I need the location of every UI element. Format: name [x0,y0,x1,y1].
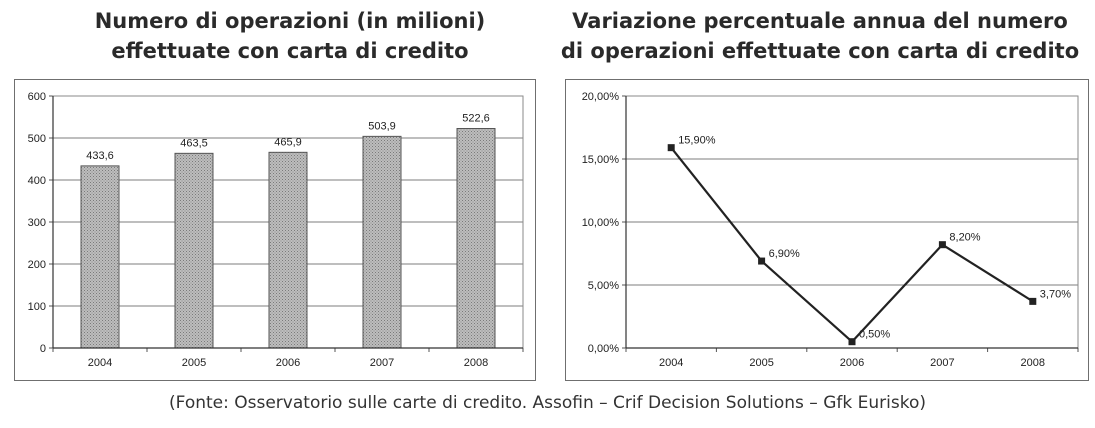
line-chart-data-label: 0,50% [859,329,890,341]
bar-chart-y-tick-label: 200 [28,259,46,271]
bar-chart-panel: 0 100 200 300 400 500 600 433,6 2004 463,5 2005 465… [14,79,536,381]
bar-chart-y-tick-label: 600 [28,91,46,103]
line-chart-x-tick-label: 2005 [749,357,773,369]
left-chart-title-line-1: Numero di operazioni (in milioni) [94,9,486,33]
line-chart-y-tick-label: 10,00% [582,217,620,229]
bar-chart-x-tick-label: 2004 [88,357,112,369]
bar-chart-x-tick-label: 2006 [276,357,300,369]
bar-chart-bar [174,152,214,349]
source-caption: (Fonte: Osservatorio sulle carte di cred… [169,393,926,413]
line-chart-y-tick-label: 15,00% [582,154,620,166]
line-chart: 0,00% 5,00% 10,00% 15,00% 20,00% 15,90% 2004 6,… [582,91,1079,369]
bar-chart-data-label: 433,6 [86,150,114,162]
bar-chart-data-label: 463,5 [180,137,208,149]
line-chart-y-tick-label: 0,00% [588,343,619,355]
right-chart-title: Variazione percentuale annua del numero … [560,6,1080,66]
line-chart-marker [667,144,675,152]
line-chart-y-tick-label: 20,00% [582,91,620,103]
line-chart-data-label: 8,20% [949,232,980,244]
line-chart-y-tick-label: 5,00% [588,280,619,292]
line-chart-series-line [670,146,1034,343]
line-chart-x-tick-label: 2007 [930,357,954,369]
bar-chart-y-tick-label: 300 [28,217,46,229]
line-chart-marker [758,257,766,265]
right-chart-title-line-1: Variazione percentuale annua del numero [572,9,1068,33]
bar-chart-data-label: 465,9 [274,136,302,148]
bar-chart-bar [268,151,308,349]
bar-chart-x-tick-label: 2007 [370,357,394,369]
line-chart-data-label: 3,70% [1040,288,1071,300]
bar-chart-data-label: 503,9 [368,120,396,132]
bar-chart: 0 100 200 300 400 500 600 433,6 2004 463,5 2005 465… [28,91,524,369]
line-chart-data-label: 6,90% [769,248,800,260]
line-chart-x-tick-label: 2006 [840,357,864,369]
left-chart-title: Numero di operazioni (in milioni) effett… [30,6,550,66]
line-chart-data-label: 15,90% [678,135,716,147]
bar-chart-bar [362,135,402,349]
bar-chart-x-tick-label: 2005 [182,357,206,369]
line-chart-x-tick-label: 2008 [1021,357,1045,369]
bar-chart-y-tick-label: 100 [28,301,46,313]
left-chart-title-line-2: effettuate con carta di credito [111,39,469,63]
right-chart-title-line-2: di operazioni effettuate con carta di cr… [560,39,1080,63]
bar-chart-bar [80,165,120,349]
bar-chart-y-tick-label: 400 [28,175,46,187]
bar-chart-data-label: 522,6 [462,113,490,125]
line-chart-marker [938,241,946,249]
bar-chart-y-tick-label: 500 [28,133,46,145]
line-chart-marker [848,338,856,346]
line-chart-x-tick-label: 2004 [659,357,683,369]
bar-chart-y-tick-label: 0 [40,343,46,355]
line-chart-marker [1029,297,1037,305]
line-chart-panel: 0,00% 5,00% 10,00% 15,00% 20,00% 15,90% 2004 6,… [565,79,1089,381]
bar-chart-bar [456,128,496,349]
bar-chart-x-tick-label: 2008 [464,357,488,369]
